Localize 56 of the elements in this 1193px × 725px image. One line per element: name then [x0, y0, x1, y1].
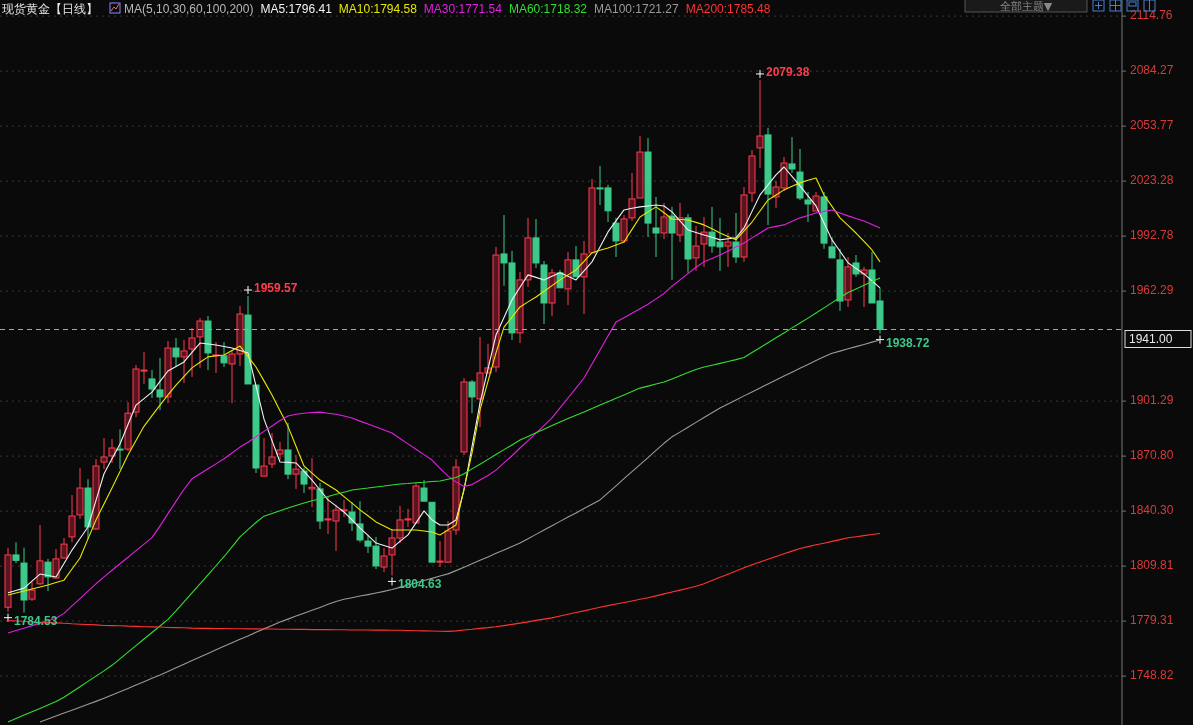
candlestick — [788, 136, 796, 174]
candlestick — [116, 428, 124, 470]
candlestick — [172, 337, 180, 368]
candlestick — [572, 245, 580, 278]
text: 1938.72 — [886, 335, 930, 350]
y-tick-label: 1748.82 — [1130, 668, 1174, 683]
text: MA30:1771.54 — [423, 2, 503, 16]
candlestick — [724, 232, 732, 268]
candlestick — [292, 454, 300, 490]
candlestick — [12, 541, 20, 564]
candlestick — [668, 206, 676, 281]
y-tick-label: 2114.76 — [1130, 8, 1173, 23]
candlestick — [860, 266, 868, 308]
candlestick — [420, 479, 428, 502]
candlestick — [804, 191, 812, 223]
candlestick — [700, 216, 708, 268]
line-series — [7, 277, 881, 723]
y-tick-label: 1840.30 — [1130, 503, 1174, 518]
candlestick — [468, 379, 476, 414]
y-tick-label: 1992.78 — [1130, 228, 1174, 243]
text: MA200:1785.48 — [685, 2, 771, 16]
candlestick — [268, 432, 276, 469]
y-tick-label: 1901.29 — [1130, 393, 1174, 408]
candlestick — [692, 225, 700, 272]
ref-line-label: 1941.00 — [1129, 331, 1173, 346]
candlestick — [660, 202, 668, 240]
text: MA5:1796.41 — [260, 2, 333, 16]
y-tick-label: 2023.28 — [1130, 173, 1174, 188]
y-tick-label: 1809.81 — [1130, 558, 1174, 573]
candlestick — [756, 79, 764, 169]
candlestick — [180, 339, 188, 384]
candlestick — [652, 196, 660, 258]
candlestick — [36, 524, 44, 586]
y-tick-label: 1870.80 — [1130, 448, 1174, 463]
y-tick-label: 1779.31 — [1130, 613, 1174, 628]
candlestick — [828, 236, 836, 259]
y-tick-label: 2084.27 — [1130, 63, 1174, 78]
candlestick — [308, 457, 316, 508]
candlestick — [276, 441, 284, 461]
legend-title: MA(5,10,30,60,100,200) — [124, 2, 254, 16]
candlestick — [220, 341, 228, 368]
y-tick-label: 2053.77 — [1130, 118, 1174, 133]
candlestick — [28, 581, 36, 602]
chart-title: 现货黄金【日线】 — [2, 2, 98, 16]
annotation: 2079.38 — [766, 64, 810, 79]
annotation: 1959.57 — [254, 281, 298, 296]
candlestick — [300, 467, 308, 494]
text: MA10:1794.58 — [338, 2, 418, 16]
candlestick — [612, 217, 620, 258]
text: 全部主题▼ — [999, 0, 1053, 13]
candlestick — [44, 558, 52, 592]
candlestick — [260, 437, 268, 477]
y-tick-label: 1962.29 — [1130, 283, 1174, 298]
candlestick — [732, 212, 740, 264]
text: MA100:1721.27 — [593, 2, 680, 16]
text: MA60:1718.32 — [508, 2, 588, 16]
